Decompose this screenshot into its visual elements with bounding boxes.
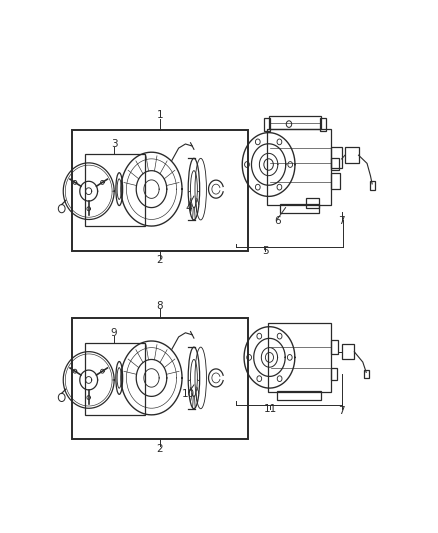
- Text: 5: 5: [262, 246, 268, 256]
- Text: 6: 6: [274, 216, 280, 226]
- Bar: [268, 322, 331, 392]
- Text: 2: 2: [157, 443, 163, 454]
- Bar: [85, 343, 145, 415]
- Text: 8: 8: [157, 301, 163, 311]
- Bar: [277, 391, 321, 400]
- Text: 10: 10: [182, 389, 195, 399]
- Text: 4: 4: [186, 203, 192, 213]
- Bar: [331, 340, 338, 354]
- Bar: [264, 118, 270, 131]
- Bar: [370, 181, 375, 190]
- Bar: [267, 128, 332, 205]
- Bar: [85, 154, 145, 226]
- Text: 2: 2: [157, 255, 163, 265]
- Text: 9: 9: [111, 328, 117, 338]
- Bar: [332, 147, 342, 168]
- Bar: [72, 130, 248, 251]
- Bar: [306, 198, 319, 208]
- Text: 7: 7: [338, 216, 345, 226]
- Bar: [269, 116, 321, 128]
- Bar: [320, 118, 326, 131]
- Bar: [332, 173, 340, 189]
- Text: 7: 7: [338, 406, 345, 416]
- Bar: [280, 204, 318, 213]
- Bar: [332, 158, 339, 171]
- Bar: [72, 318, 248, 440]
- Text: 3: 3: [111, 139, 117, 149]
- Bar: [364, 370, 369, 378]
- Text: 1: 1: [157, 110, 163, 120]
- Bar: [331, 368, 337, 379]
- Text: 11: 11: [264, 403, 277, 414]
- Bar: [343, 344, 354, 359]
- Bar: [345, 147, 359, 164]
